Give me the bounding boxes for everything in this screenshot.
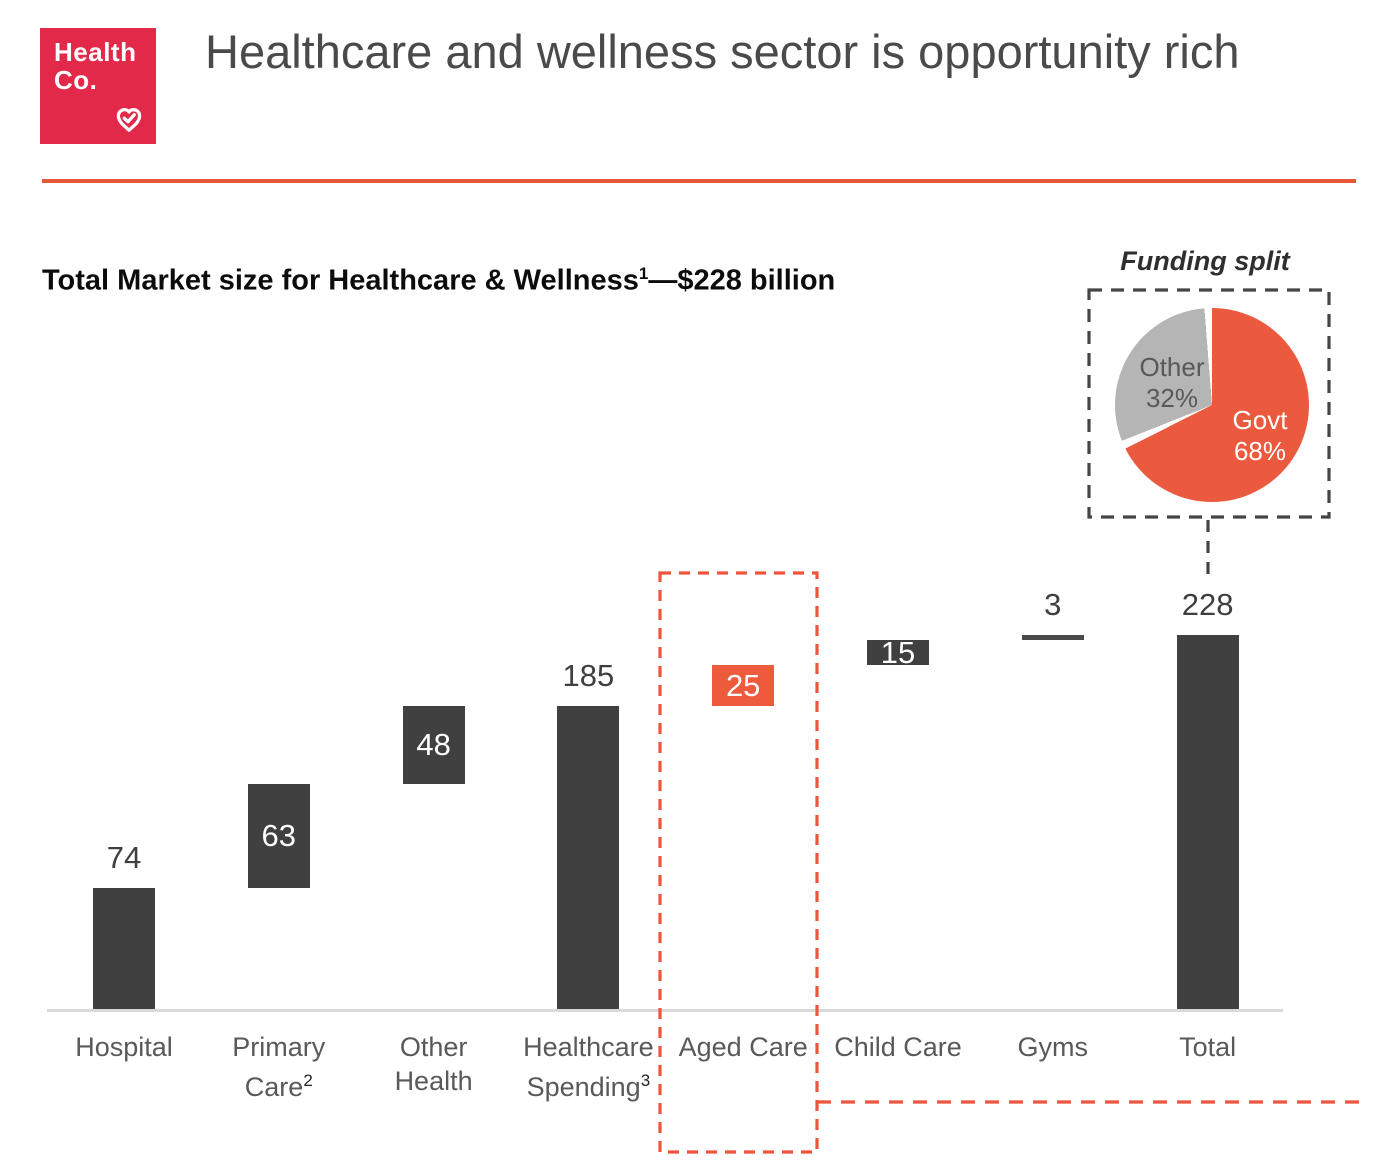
pie-title: Funding split <box>1120 246 1290 276</box>
category-label-healthcare-spending: Healthcare Spending3 <box>523 1032 654 1102</box>
logo-line2: Co. <box>54 65 98 95</box>
value-label-other-health: 48 <box>416 727 451 762</box>
value-label-hospital: 74 <box>106 840 142 875</box>
pie-label-other: Other 32% <box>1112 352 1232 414</box>
category-label-hospital: Hospital <box>75 1032 173 1062</box>
funding-split-pie <box>1115 308 1309 502</box>
chart-title-main: Total Market size for Healthcare & Welln… <box>42 264 639 297</box>
category-label-gyms: Gyms <box>1017 1032 1089 1062</box>
x-axis-line <box>47 1009 1283 1012</box>
bar-gyms <box>1021 635 1084 640</box>
bar-other-health <box>402 706 465 784</box>
category-label-other-health: Other Health <box>394 1032 473 1096</box>
category-label-primary-care: Primary Care2 <box>232 1032 326 1102</box>
page-title: Healthcare and wellness sector is opport… <box>205 25 1240 78</box>
pie-label-other-name: Other <box>1139 352 1205 382</box>
category-label-aged-care: Aged Care <box>678 1032 808 1062</box>
chart-title: Total Market size for Healthcare & Welln… <box>42 264 835 298</box>
pie-label-govt-name: Govt <box>1232 405 1288 435</box>
pie-label-govt: Govt 68% <box>1200 405 1320 467</box>
chart-title-rest: —$228 billion <box>648 264 836 297</box>
bar-total <box>1176 635 1239 1009</box>
value-label-healthcare-spending: 185 <box>562 658 615 693</box>
footnote-marker-healthcare-spending: 3 <box>640 1071 651 1090</box>
value-label-child-care: 15 <box>880 634 916 670</box>
bar-healthcare-spending <box>557 706 620 1009</box>
category-label-total: Total <box>1179 1032 1237 1062</box>
healthco-logo: Health Co. <box>40 28 156 144</box>
logo-line1: Health <box>54 37 137 67</box>
bar-child-care <box>867 640 929 665</box>
header-divider <box>42 179 1356 183</box>
logo-text: Health Co. <box>54 38 136 94</box>
value-label-primary-care: 63 <box>261 818 297 853</box>
pie-label-other-pct: 32% <box>1145 383 1199 413</box>
bar-hospital <box>93 888 155 1009</box>
value-label-total: 228 <box>1181 587 1234 622</box>
value-label-gyms: 3 <box>1044 587 1062 622</box>
pie-label-govt-pct: 68% <box>1233 436 1287 466</box>
chart-title-footnote-1: 1 <box>638 264 649 283</box>
category-label-child-care: Child Care <box>834 1032 962 1062</box>
heart-check-icon <box>116 108 142 132</box>
value-label-aged-care: 25 <box>725 667 761 703</box>
bar-primary-care <box>247 784 310 888</box>
funding-split-panel: Other 32% Govt 68% <box>1088 289 1330 518</box>
footnote-marker-primary-care: 2 <box>303 1071 313 1090</box>
